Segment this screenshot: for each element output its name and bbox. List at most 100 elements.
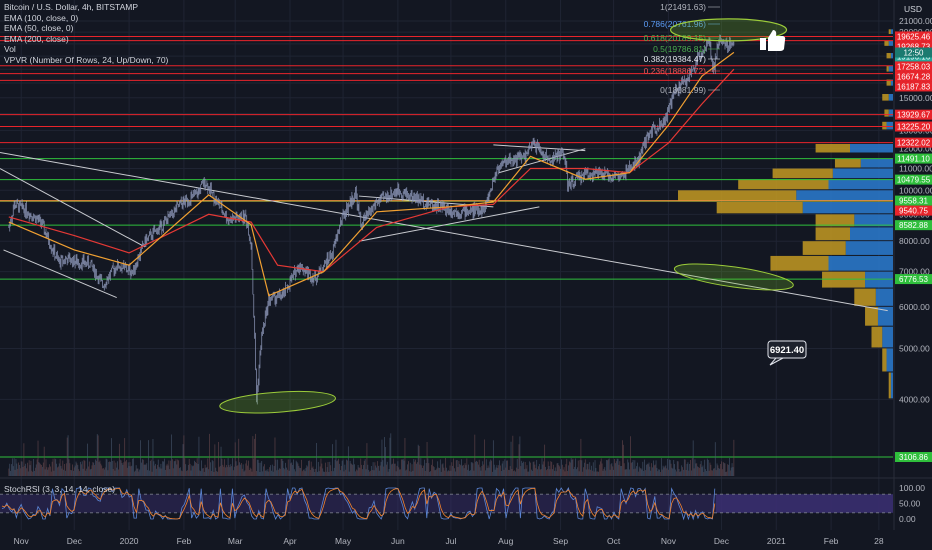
vpvr-up-bar <box>828 179 893 190</box>
price-level-tag-label: 16187.83 <box>897 82 931 91</box>
price-tick-label: 12000.00 <box>899 144 932 154</box>
vpvr-down-bar <box>815 214 855 227</box>
price-axis[interactable]: USD4000.005000.006000.007000.008000.0090… <box>895 4 932 524</box>
price-level-tag <box>895 61 932 72</box>
price-tick-label: 10000.00 <box>899 185 932 195</box>
stoch-tick-label: 0.00 <box>899 514 916 524</box>
legend-vpvr[interactable]: VPVR (Number Of Rows, 24, Up/Down, 70) <box>4 54 169 65</box>
time-tick-label: May <box>335 536 352 546</box>
fibonacci-levels: 1(21491.63) 0.786(20761.96) 0.618(20189.15… <box>644 2 720 95</box>
price-level-tag-label: 19625.46 <box>897 32 931 41</box>
vpvr-up-bar <box>877 306 893 326</box>
legend-ema-50[interactable]: EMA (50, close, 0) <box>4 23 74 34</box>
vpvr-down-bar <box>834 158 861 168</box>
fib-level-label: 0.236(18886.72) <box>644 66 707 76</box>
highlight-ellipse <box>219 390 336 414</box>
time-tick-label: Aug <box>498 536 513 546</box>
time-tick-label: Apr <box>283 536 296 546</box>
vpvr-up-bar <box>845 241 893 255</box>
trendline <box>0 168 146 248</box>
price-level-tag <box>895 31 932 42</box>
price-tick-label: 8000.00 <box>899 236 930 246</box>
grid <box>0 0 932 530</box>
legend-ema-100[interactable]: EMA (100, close, 0) <box>4 12 79 23</box>
time-tick-label: Feb <box>177 536 192 546</box>
time-tick-label: 2020 <box>120 536 139 546</box>
price-level-tag <box>895 137 932 148</box>
price-level-tag-label: 11491.10 <box>897 155 930 164</box>
vpvr-up-bar <box>886 121 893 130</box>
vpvr-up-bar <box>865 271 893 288</box>
time-tick-label: Nov <box>661 536 677 546</box>
trendline <box>3 249 117 298</box>
fib-level-label: 1(21491.63) <box>660 2 706 12</box>
vpvr-up-bar <box>875 288 893 306</box>
price-tick-label: 6000.00 <box>899 302 930 312</box>
countdown-tag <box>895 47 932 58</box>
price-level-tag <box>895 153 932 164</box>
vpvr-up-bar <box>888 109 893 117</box>
time-axis[interactable]: Nov Dec 2020 Feb Mar Apr May Jun Jul Aug Sep Oct Nov… <box>14 536 884 546</box>
price-level-tag <box>895 121 932 132</box>
price-tick-label: 7000.00 <box>899 267 930 277</box>
vpvr-down-bar <box>886 53 891 59</box>
price-level-tag <box>895 81 932 92</box>
vpvr-down-bar <box>882 348 887 372</box>
thumbs-up-icon <box>760 30 786 51</box>
vpvr-up-bar <box>854 214 893 227</box>
vpvr-down-bar <box>772 168 833 179</box>
countdown-label: 12:50 <box>903 48 924 57</box>
vpvr-down-bar <box>884 109 889 117</box>
thumbs-up-icon <box>760 38 766 50</box>
time-tick-label: Oct <box>607 536 621 546</box>
time-tick-label: Feb <box>824 536 839 546</box>
vpvr-up-bar <box>860 158 893 168</box>
price-level-tag-label: 16674.28 <box>897 72 931 81</box>
vpvr-down-bar <box>888 372 891 399</box>
time-tick-label: Mar <box>228 536 243 546</box>
time-tick-label: Dec <box>67 536 83 546</box>
vpvr-up-bar <box>796 190 893 201</box>
trendline <box>0 152 888 312</box>
vpvr-up-bar <box>886 348 893 372</box>
stoch-band-fill <box>0 494 716 513</box>
price-tick-label: 5000.00 <box>899 343 930 353</box>
time-tick-label: Jul <box>445 536 456 546</box>
legend-volume[interactable]: Vol <box>4 44 16 55</box>
stoch-d-line <box>1 487 716 520</box>
highlight-ellipse <box>673 263 794 291</box>
fib-level-label: 0.382(19384.47) <box>644 54 707 64</box>
vpvr-down-bar <box>678 190 797 201</box>
price-level-tag <box>895 41 932 52</box>
time-tick-label: 28 <box>874 536 884 546</box>
ema-50-line <box>8 51 735 297</box>
stoch-band-fill <box>716 494 893 513</box>
vpvr-up-bar <box>890 79 893 86</box>
legend-symbol[interactable]: Bitcoin / U.S. Dollar, 4h, BITSTAMP <box>4 2 138 12</box>
vpvr-up-bar <box>888 40 893 46</box>
vpvr-down-bar <box>882 94 889 101</box>
time-tick-label: Nov <box>14 536 30 546</box>
trendline <box>358 206 540 242</box>
stoch-rsi-label[interactable]: StochRSI (3, 3, 14, 14, close) <box>4 484 116 494</box>
annotations: 6921.40 <box>219 18 807 414</box>
vpvr-down-bar <box>871 326 883 348</box>
chart-legend: Bitcoin / U.S. Dollar, 4h, BITSTAMP EMA … <box>4 2 168 66</box>
vpvr-down-bar <box>884 40 889 46</box>
price-tick-label: 4000.00 <box>899 394 930 404</box>
vpvr-up-bar <box>802 201 893 214</box>
stoch-k-line <box>1 486 716 521</box>
vpvr-down-bar <box>738 179 829 190</box>
thumbs-up-icon <box>768 30 786 51</box>
fib-level-label: 0.5(19786.81) <box>653 44 706 54</box>
legend-ema-200[interactable]: EMA (200, close) <box>4 33 69 44</box>
vpvr-down-bar <box>815 227 850 241</box>
vpvr-up-bar <box>882 326 893 348</box>
price-level-tag-label: 12322.02 <box>897 139 931 148</box>
price-tick-label: 15000.00 <box>899 93 932 103</box>
vpvr-down-bar <box>716 201 803 214</box>
time-tick-label: Sep <box>553 536 568 546</box>
vpvr-up-bar <box>828 255 893 271</box>
price-tick-label: 21000.00 <box>899 16 932 26</box>
